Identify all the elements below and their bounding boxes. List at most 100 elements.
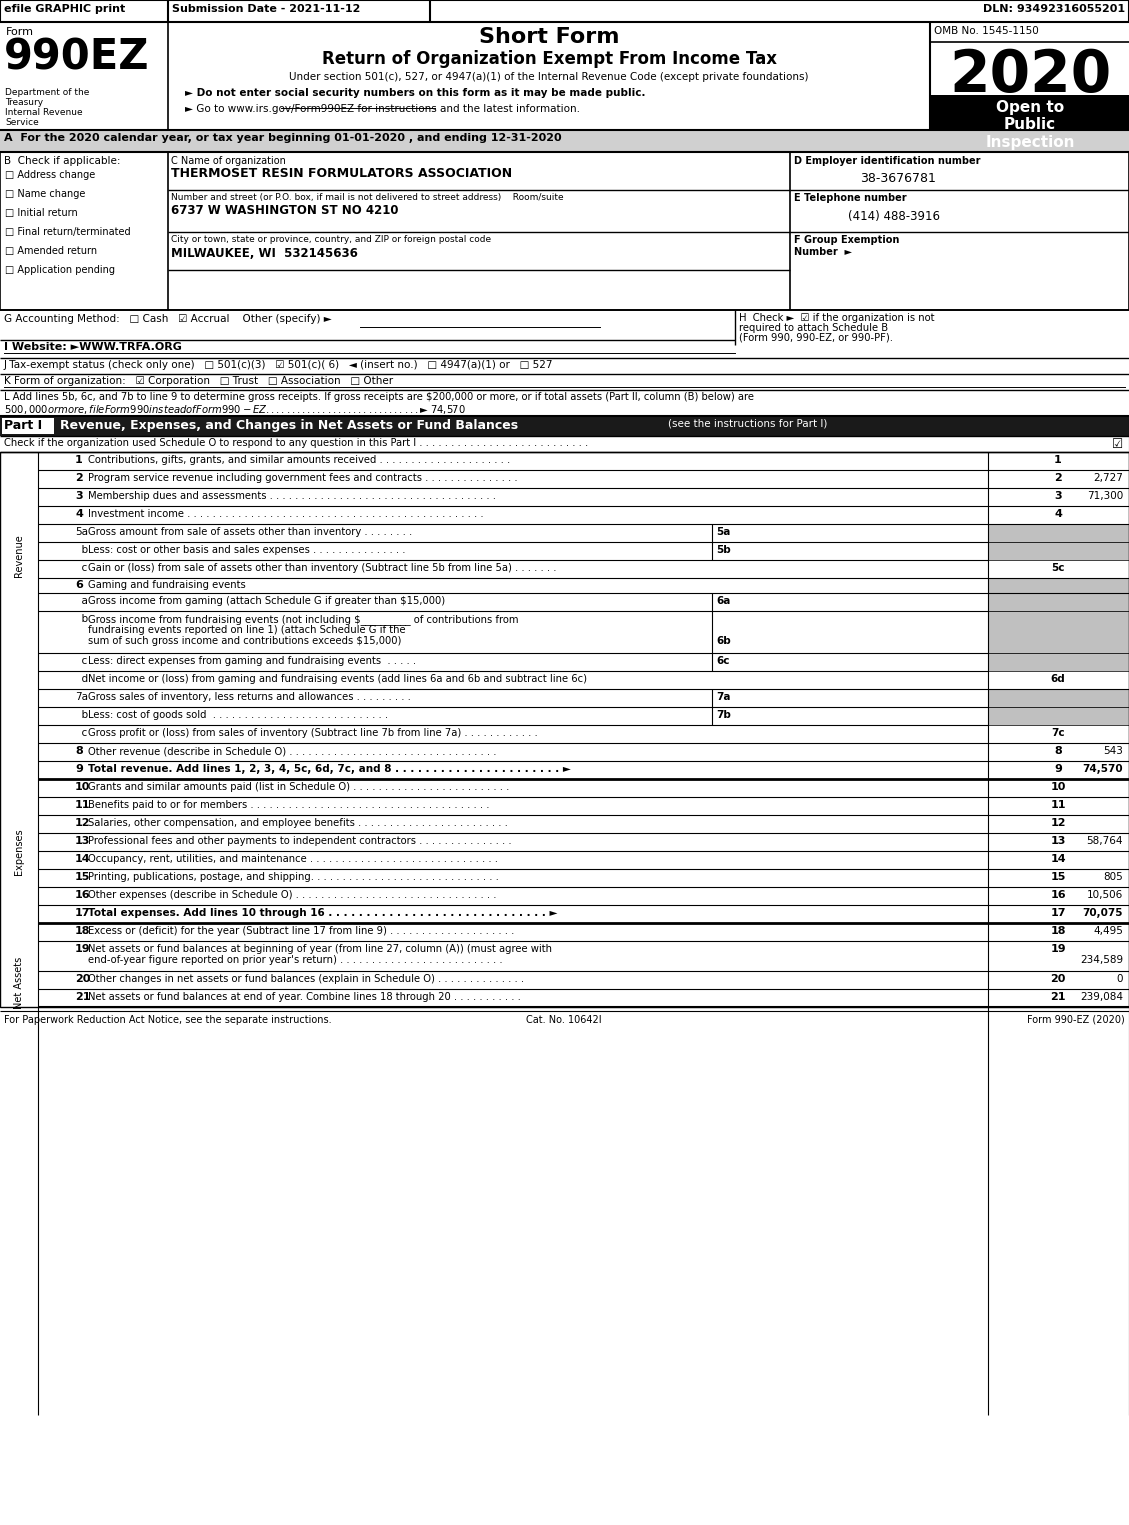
Text: THERMOSET RESIN FORMULATORS ASSOCIATION: THERMOSET RESIN FORMULATORS ASSOCIATION (170, 168, 513, 180)
Text: 4: 4 (1054, 509, 1062, 518)
Text: 6737 W WASHINGTON ST NO 4210: 6737 W WASHINGTON ST NO 4210 (170, 204, 399, 217)
Text: Net assets or fund balances at beginning of year (from line 27, column (A)) (mus: Net assets or fund balances at beginning… (88, 944, 552, 955)
Text: Expenses: Expenses (14, 828, 24, 875)
Text: $500,000 or more, file Form 990 instead of Form 990-EZ . . . . . . . . . . . . .: $500,000 or more, file Form 990 instead … (5, 403, 466, 416)
Text: 805: 805 (1103, 872, 1123, 881)
Text: (414) 488-3916: (414) 488-3916 (848, 210, 940, 223)
Text: Occupancy, rent, utilities, and maintenance . . . . . . . . . . . . . . . . . . : Occupancy, rent, utilities, and maintena… (88, 854, 498, 865)
Text: 21: 21 (75, 991, 90, 1002)
Text: 15: 15 (1050, 872, 1066, 881)
Text: Other changes in net assets or fund balances (explain in Schedule O) . . . . . .: Other changes in net assets or fund bala… (88, 974, 524, 984)
Text: 5a: 5a (716, 528, 730, 537)
Text: Grants and similar amounts paid (list in Schedule O) . . . . . . . . . . . . . .: Grants and similar amounts paid (list in… (88, 782, 509, 791)
Text: 7b: 7b (716, 711, 730, 720)
Text: MILWAUKEE, WI  532145636: MILWAUKEE, WI 532145636 (170, 247, 358, 259)
Text: 14: 14 (75, 854, 90, 865)
Text: Form 990-EZ (2020): Form 990-EZ (2020) (1027, 1016, 1124, 1025)
Text: 18: 18 (75, 926, 90, 936)
Text: Investment income . . . . . . . . . . . . . . . . . . . . . . . . . . . . . . . : Investment income . . . . . . . . . . . … (88, 509, 483, 518)
Text: 15: 15 (75, 872, 90, 881)
Text: Gross amount from sale of assets other than inventory . . . . . . . .: Gross amount from sale of assets other t… (88, 528, 412, 537)
Text: 234,589: 234,589 (1079, 955, 1123, 965)
Text: Open to
Public
Inspection: Open to Public Inspection (986, 101, 1075, 149)
Text: 6d: 6d (1051, 674, 1066, 685)
Text: Other revenue (describe in Schedule O) . . . . . . . . . . . . . . . . . . . . .: Other revenue (describe in Schedule O) .… (88, 746, 497, 756)
Text: 7c: 7c (1051, 727, 1065, 738)
Text: 1: 1 (1054, 454, 1062, 465)
Text: 9: 9 (75, 764, 82, 775)
Bar (0, 451, 1129, 1006)
Text: Salaries, other compensation, and employee benefits . . . . . . . . . . . . . . : Salaries, other compensation, and employ… (88, 817, 508, 828)
Text: □ Application pending: □ Application pending (5, 265, 115, 274)
Bar (988, 612, 1129, 653)
Text: Less: cost or other basis and sales expenses . . . . . . . . . . . . . . .: Less: cost or other basis and sales expe… (88, 544, 405, 555)
Text: Revenue: Revenue (14, 535, 24, 578)
Text: A  For the 2020 calendar year, or tax year beginning 01-01-2020 , and ending 12-: A For the 2020 calendar year, or tax yea… (5, 133, 561, 143)
Text: Revenue, Expenses, and Changes in Net Assets or Fund Balances: Revenue, Expenses, and Changes in Net As… (60, 419, 518, 432)
Text: Less: cost of goods sold  . . . . . . . . . . . . . . . . . . . . . . . . . . . : Less: cost of goods sold . . . . . . . .… (88, 711, 388, 720)
Text: end-of-year figure reported on prior year's return) . . . . . . . . . . . . . . : end-of-year figure reported on prior yea… (88, 955, 502, 965)
Text: E Telephone number: E Telephone number (794, 194, 907, 203)
Text: 0: 0 (1117, 974, 1123, 984)
Text: 20: 20 (75, 974, 90, 984)
Text: 12: 12 (75, 817, 90, 828)
Text: 2: 2 (1054, 473, 1062, 483)
Bar (0, 0, 1129, 21)
Text: (see the instructions for Part I): (see the instructions for Part I) (668, 419, 828, 429)
Text: 10: 10 (1050, 782, 1066, 791)
Text: Benefits paid to or for members . . . . . . . . . . . . . . . . . . . . . . . . : Benefits paid to or for members . . . . … (88, 801, 490, 810)
Text: efile GRAPHIC print: efile GRAPHIC print (5, 5, 125, 14)
Text: □ Final return/terminated: □ Final return/terminated (5, 227, 131, 236)
Text: 4: 4 (75, 509, 82, 518)
Text: H  Check ►  ☑ if the organization is not: H Check ► ☑ if the organization is not (739, 313, 935, 323)
Text: Program service revenue including government fees and contracts . . . . . . . . : Program service revenue including govern… (88, 473, 517, 483)
Text: 543: 543 (1103, 746, 1123, 756)
Bar (2, 418, 54, 435)
Text: F Group Exemption: F Group Exemption (794, 235, 900, 246)
Text: ► Go to www.irs.gov/Form990EZ for instructions and the latest information.: ► Go to www.irs.gov/Form990EZ for instru… (185, 104, 580, 114)
Text: 12: 12 (1050, 817, 1066, 828)
Text: 9: 9 (1054, 764, 1062, 775)
Text: required to attach Schedule B: required to attach Schedule B (739, 323, 889, 332)
Text: (Form 990, 990-EZ, or 990-PF).: (Form 990, 990-EZ, or 990-PF). (739, 332, 893, 343)
Text: Service: Service (5, 117, 38, 127)
Text: 17: 17 (75, 907, 90, 918)
Text: 5b: 5b (716, 544, 730, 555)
Text: 4,495: 4,495 (1093, 926, 1123, 936)
Text: Submission Date - 2021-11-12: Submission Date - 2021-11-12 (172, 5, 360, 14)
Text: 6c: 6c (716, 656, 729, 666)
Text: 18: 18 (1050, 926, 1066, 936)
Text: Gaming and fundraising events: Gaming and fundraising events (88, 580, 246, 590)
Text: Gross sales of inventory, less returns and allowances . . . . . . . . .: Gross sales of inventory, less returns a… (88, 692, 411, 702)
Text: c: c (75, 563, 87, 573)
Text: L Add lines 5b, 6c, and 7b to line 9 to determine gross receipts. If gross recei: L Add lines 5b, 6c, and 7b to line 9 to … (5, 392, 754, 403)
Text: 5a: 5a (75, 528, 88, 537)
Text: 5c: 5c (1051, 563, 1065, 573)
Text: □ Address change: □ Address change (5, 169, 95, 180)
Text: 6: 6 (75, 580, 82, 590)
Text: 7a: 7a (75, 692, 88, 702)
Text: OMB No. 1545-1150: OMB No. 1545-1150 (934, 26, 1039, 37)
Text: Gain or (loss) from sale of assets other than inventory (Subtract line 5b from l: Gain or (loss) from sale of assets other… (88, 563, 557, 573)
Text: Return of Organization Exempt From Income Tax: Return of Organization Exempt From Incom… (322, 50, 777, 69)
Text: 16: 16 (1050, 891, 1066, 900)
Text: d: d (75, 674, 88, 685)
Text: Other expenses (describe in Schedule O) . . . . . . . . . . . . . . . . . . . . : Other expenses (describe in Schedule O) … (88, 891, 497, 900)
Text: 10: 10 (75, 782, 90, 791)
Text: Gross profit or (loss) from sales of inventory (Subtract line 7b from line 7a) .: Gross profit or (loss) from sales of inv… (88, 727, 537, 738)
Text: Internal Revenue: Internal Revenue (5, 108, 82, 117)
Text: B  Check if applicable:: B Check if applicable: (5, 156, 121, 166)
Text: 70,075: 70,075 (1083, 907, 1123, 918)
Bar (0, 152, 1129, 310)
Text: □ Amended return: □ Amended return (5, 246, 97, 256)
Text: Check if the organization used Schedule O to respond to any question in this Par: Check if the organization used Schedule … (5, 438, 588, 448)
Text: fundraising events reported on line 1) (attach Schedule G if the: fundraising events reported on line 1) (… (88, 625, 405, 634)
Text: Under section 501(c), 527, or 4947(a)(1) of the Internal Revenue Code (except pr: Under section 501(c), 527, or 4947(a)(1)… (289, 72, 808, 82)
Text: 14: 14 (1050, 854, 1066, 865)
Text: ☑: ☑ (1112, 438, 1123, 451)
Text: 1: 1 (75, 454, 82, 465)
Text: 74,570: 74,570 (1083, 764, 1123, 775)
Text: Total expenses. Add lines 10 through 16 . . . . . . . . . . . . . . . . . . . . : Total expenses. Add lines 10 through 16 … (88, 907, 558, 918)
Text: Cat. No. 10642I: Cat. No. 10642I (526, 1016, 602, 1025)
Text: Membership dues and assessments . . . . . . . . . . . . . . . . . . . . . . . . : Membership dues and assessments . . . . … (88, 491, 496, 502)
